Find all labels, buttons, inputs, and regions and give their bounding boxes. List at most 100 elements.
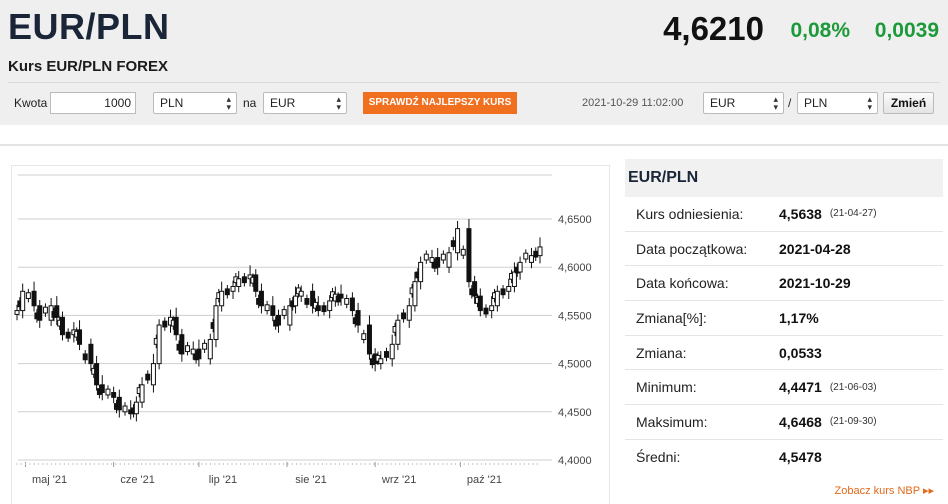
stat-date: (21-06-03) bbox=[829, 381, 877, 393]
candle-body bbox=[298, 290, 304, 297]
stats-row: Data początkowa: 2021-04-28 bbox=[625, 232, 943, 267]
select-arrows-icon: ▴ ▾ bbox=[773, 94, 778, 112]
candle-body bbox=[116, 396, 122, 411]
candle-body bbox=[533, 250, 539, 258]
candle-body bbox=[389, 343, 395, 360]
candle-body bbox=[489, 305, 495, 312]
candlestick-chart[interactable]: 4,6500 4,6000 4,5500 4,5000 4,4500 4,4000 maj … bbox=[12, 166, 611, 504]
stats-row: Średni: 4,5478 bbox=[625, 440, 943, 475]
candle-body bbox=[37, 305, 43, 321]
candle-body bbox=[105, 388, 111, 396]
candle-body bbox=[517, 261, 523, 273]
from-currency-value: PLN bbox=[160, 96, 184, 110]
candle-body bbox=[335, 295, 341, 303]
x-tick-label: paź '21 bbox=[467, 474, 502, 486]
candle-body bbox=[281, 309, 287, 316]
candle-body bbox=[145, 373, 151, 381]
stat-label: Średni: bbox=[636, 449, 681, 466]
to-currency-select[interactable]: EUR ▴ ▾ bbox=[263, 92, 347, 114]
candle-body bbox=[162, 320, 168, 328]
candle-body bbox=[446, 252, 452, 268]
candle-body bbox=[59, 316, 65, 336]
candle-body bbox=[139, 384, 145, 403]
y-tick-label: 4,5500 bbox=[558, 310, 592, 322]
stat-label: Data początkowa: bbox=[636, 240, 748, 257]
stat-value: 0,0533 bbox=[779, 344, 822, 361]
stat-label: Maksimum: bbox=[636, 413, 708, 430]
candle-body bbox=[477, 295, 483, 312]
candle-body bbox=[506, 285, 512, 292]
candle-body bbox=[150, 363, 156, 386]
candle-body bbox=[401, 312, 407, 320]
candle-body bbox=[338, 293, 344, 299]
timestamp: 2021-10-29 11:02:00 bbox=[582, 97, 684, 109]
current-rate: 4,6210 bbox=[663, 10, 764, 47]
candle-body bbox=[310, 290, 316, 307]
select-arrows-icon: ▴ ▾ bbox=[336, 94, 341, 112]
candle-body bbox=[455, 228, 461, 254]
candle-body bbox=[258, 290, 264, 307]
candle-body bbox=[185, 345, 191, 353]
check-best-rate-button[interactable]: SPRAWDŹ NAJLEPSZY KURS bbox=[363, 92, 517, 114]
candle-body bbox=[494, 290, 500, 307]
candle-body bbox=[42, 306, 48, 314]
stat-label: Zmiana[%]: bbox=[636, 309, 707, 326]
nbp-rate-link[interactable]: Zobacz kurs NBP ▸▸ bbox=[834, 485, 934, 497]
candle-body bbox=[460, 248, 466, 256]
amount-input[interactable] bbox=[50, 92, 136, 114]
candle-body bbox=[395, 319, 401, 345]
candle-body bbox=[122, 405, 128, 413]
stat-value: 1,17% bbox=[779, 309, 819, 326]
change-absolute: 0,0039 bbox=[874, 19, 939, 42]
content-area bbox=[0, 144, 948, 504]
stats-title: EUR/PLN bbox=[625, 159, 943, 197]
candle-body bbox=[440, 253, 446, 261]
candle-body bbox=[500, 288, 506, 296]
stats-row: Kurs odniesienia: 4,5638 (21-04-27) bbox=[625, 197, 943, 232]
stats-row: Minimum: 4,4471 (21-06-03) bbox=[625, 370, 943, 406]
candle-body bbox=[236, 278, 242, 287]
from-currency-select[interactable]: PLN ▴ ▾ bbox=[153, 92, 237, 114]
candle-body bbox=[450, 240, 456, 247]
change-percent: 0,08% bbox=[790, 19, 850, 42]
candle-body bbox=[435, 257, 441, 268]
chart-frame: 4,6500 4,6000 4,5500 4,5000 4,4500 4,4000 maj … bbox=[11, 165, 610, 504]
select-arrows-icon: ▴ ▾ bbox=[226, 94, 231, 112]
to-label: na bbox=[243, 96, 257, 110]
candle-body bbox=[412, 281, 418, 307]
candle-body bbox=[361, 333, 367, 341]
stat-value: 2021-10-29 bbox=[779, 275, 851, 292]
candle-body bbox=[327, 300, 333, 312]
candle-body bbox=[315, 305, 321, 312]
candle-body bbox=[287, 305, 293, 326]
header-panel: EUR/PLN Kurs EUR/PLN FOREX 4,6210 0,08% … bbox=[0, 0, 948, 125]
candle-body bbox=[241, 276, 247, 284]
candle-body bbox=[230, 285, 236, 292]
candle-body bbox=[202, 342, 208, 350]
candle-body bbox=[418, 261, 424, 283]
candle-body bbox=[94, 363, 100, 386]
pair-title: EUR/PLN bbox=[8, 6, 170, 47]
x-tick-label: lip '21 bbox=[209, 474, 237, 486]
stats-row: Maksimum: 4,6468 (21-09-30) bbox=[625, 405, 943, 440]
candle-body bbox=[253, 274, 259, 292]
stat-value: 4,6468 bbox=[779, 413, 822, 430]
stat-label: Kurs odniesienia: bbox=[636, 205, 744, 222]
candle-body bbox=[483, 307, 489, 315]
candle-body bbox=[99, 384, 105, 394]
candle-body bbox=[472, 281, 478, 297]
change-pair-button[interactable]: Zmień bbox=[883, 92, 934, 114]
candle-body bbox=[207, 339, 213, 360]
stat-date: (21-09-30) bbox=[829, 416, 877, 428]
stat-label: Data końcowa: bbox=[636, 275, 729, 292]
pair-to-select[interactable]: PLN ▴ ▾ bbox=[797, 92, 878, 114]
candle-body bbox=[156, 324, 162, 365]
stats-row: Zmiana[%]: 1,17% bbox=[625, 301, 943, 336]
x-tick-label: sie '21 bbox=[295, 474, 326, 486]
candle-body bbox=[14, 310, 20, 315]
y-tick-label: 4,6000 bbox=[558, 262, 592, 274]
candle-body bbox=[111, 392, 117, 398]
pair-from-select[interactable]: EUR ▴ ▾ bbox=[703, 92, 784, 114]
stat-label: Zmiana: bbox=[636, 344, 687, 361]
candle-body bbox=[511, 271, 517, 287]
